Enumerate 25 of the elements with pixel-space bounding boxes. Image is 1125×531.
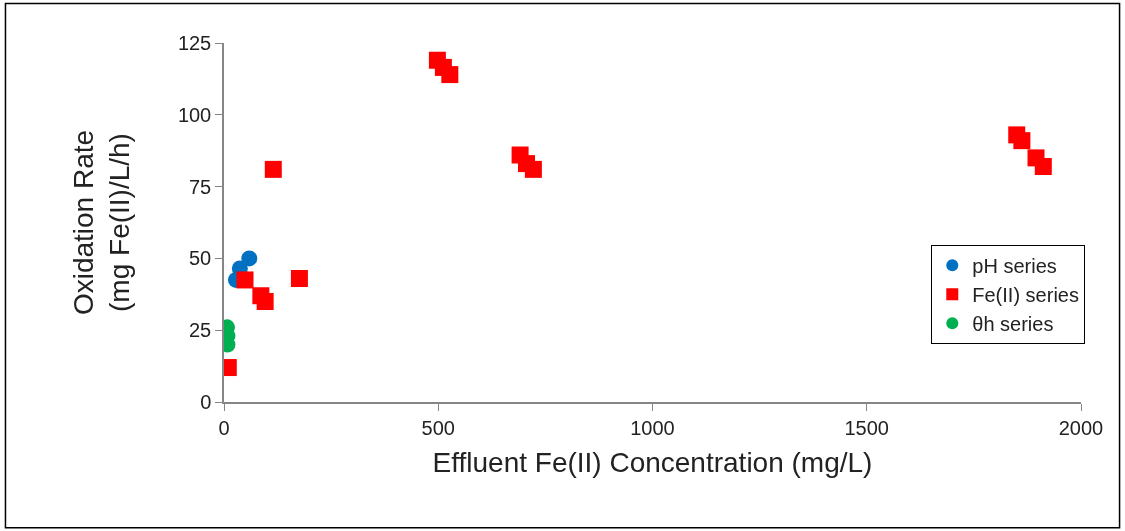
point — [290, 270, 308, 287]
y-tick-label: 0 — [200, 391, 212, 413]
point — [256, 292, 274, 310]
x-tick-label: 500 — [421, 416, 455, 439]
point — [1013, 132, 1031, 150]
legend-label: Fe(II) series — [972, 284, 1079, 307]
x-tick-label: 0 — [218, 416, 230, 439]
x-tick-label: 1000 — [630, 416, 675, 439]
x-axis-title: Effluent Fe(II) Concentration (mg/L) — [432, 447, 873, 479]
legend-label: pH series — [972, 255, 1057, 278]
point — [264, 160, 282, 178]
y-tick-label: 125 — [177, 32, 212, 54]
x-tick-label: 1500 — [844, 416, 889, 439]
legend-label: θh series — [972, 313, 1054, 336]
x-tick-label: 2000 — [1058, 416, 1104, 439]
y-tick-label: 75 — [189, 175, 212, 198]
y-axis-title: Oxidation Rate (mg Fe(II)/L/h) — [67, 129, 136, 316]
point — [441, 66, 459, 84]
point — [236, 271, 254, 289]
y-tick-label: 50 — [189, 247, 212, 270]
y-tick-label: 25 — [189, 319, 212, 342]
point — [241, 250, 258, 267]
y-tick-label: 100 — [177, 103, 212, 126]
point — [524, 160, 542, 178]
point — [1034, 158, 1052, 175]
